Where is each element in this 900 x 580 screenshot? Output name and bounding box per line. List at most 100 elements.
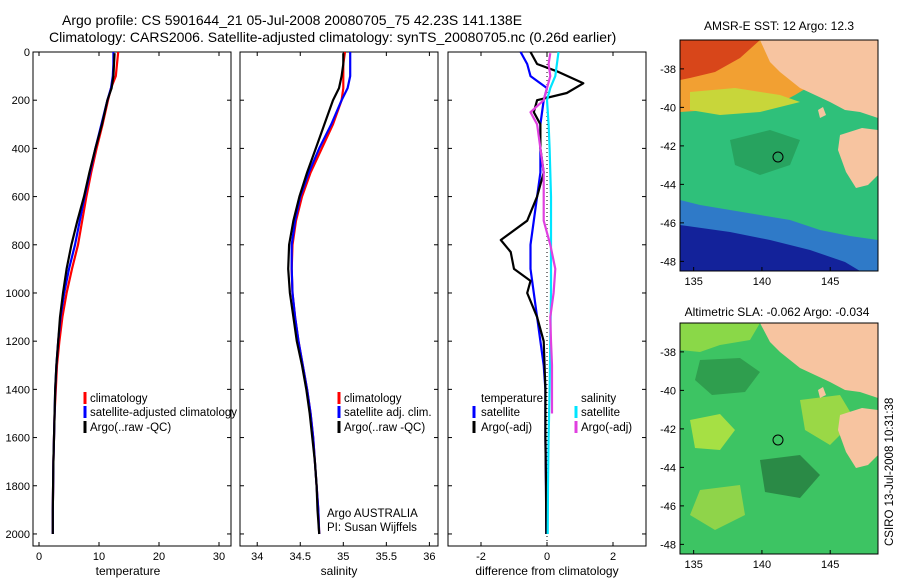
argo-program-label: Argo AUSTRALIA <box>327 508 418 520</box>
lat-tick-label: -40 <box>660 385 676 397</box>
sst-patch <box>730 130 800 175</box>
sst-x-axis: 135 140 145 <box>684 267 839 288</box>
y-tick-label: 200 <box>12 95 30 107</box>
series-line-climatology <box>290 51 347 535</box>
y-tick-label: 1000 <box>6 288 30 300</box>
difference-series <box>499 51 585 535</box>
x-tick-label: 2 <box>610 551 616 563</box>
lat-tick-label: -38 <box>660 347 676 359</box>
argo-float-marker <box>772 434 784 446</box>
lat-tick-label: -48 <box>660 539 676 551</box>
legend-label-temp-satellite: satellite <box>481 407 520 419</box>
legend-label-temp-argo: Argo(-adj) <box>481 422 532 434</box>
sst-transition-region <box>690 88 800 115</box>
lon-tick-label: 135 <box>684 276 702 288</box>
argo-float-marker <box>772 151 784 163</box>
king-island <box>818 387 826 398</box>
sla-map-frame <box>679 322 879 555</box>
x-tick-label: 0 <box>36 551 42 563</box>
y-tick-label: 600 <box>12 192 30 204</box>
lat-tick-label: -46 <box>660 501 676 513</box>
lon-tick-label: 140 <box>753 276 771 288</box>
salinity-x-label: salinity <box>321 564 358 578</box>
series-line-argo-raw-qc- <box>287 53 345 535</box>
legend-heading-salinity: salinity <box>581 393 616 405</box>
sla-anomaly-4 <box>760 455 820 498</box>
difference-y-ticks <box>448 51 646 535</box>
x-tick-label: 34.5 <box>290 551 311 563</box>
sst-cold-region <box>680 225 860 271</box>
temperature-x-axis: 0 10 20 30 <box>36 52 225 563</box>
lon-tick-label: 140 <box>753 559 771 571</box>
salinity-series <box>287 51 352 535</box>
series-line-satellite-adjusted-climatology <box>51 52 115 534</box>
x-tick-label: 35.5 <box>376 551 397 563</box>
lat-tick-label: -38 <box>660 64 676 76</box>
lon-tick-label: 135 <box>684 559 702 571</box>
legend-label-sal-satellite: satellite <box>581 407 620 419</box>
series-line-argo-adj--temperature <box>499 51 585 535</box>
legend-label-satellite-adj: satellite adj. clim. <box>344 407 432 419</box>
sst-map-frame <box>679 39 879 272</box>
timestamp-side-label: CSIRO 13-Jul-2008 10:31:38 <box>884 398 896 546</box>
salinity-profile-panel: 34 34.5 35 35.5 36 salinity climatology sate… <box>239 51 439 578</box>
sla-anomaly-1 <box>680 323 760 352</box>
figure-title-line-2: Climatology: CARS2006. Satellite-adjuste… <box>49 29 616 45</box>
series-line-satellite-adj-clim- <box>290 52 352 535</box>
king-island <box>818 107 826 118</box>
lat-tick-label: -42 <box>660 424 676 436</box>
x-tick-label: 10 <box>93 551 105 563</box>
sst-map-panel: AMSR-E SST: 12 Argo: 12.3 -38 -40 -42 -44 -4… <box>660 19 879 288</box>
series-line-satellite-temperature <box>519 51 549 535</box>
y-tick-label: 1200 <box>6 336 30 348</box>
temperature-series <box>51 51 120 534</box>
legend-label-argo: Argo(..raw -QC) <box>90 422 171 434</box>
temperature-y-axis: 0 200 400 600 800 1000 1200 1400 1600 1800 2000 <box>6 47 231 541</box>
x-tick-label: 0 <box>544 551 550 563</box>
y-tick-label: 1800 <box>6 481 30 493</box>
lat-tick-label: -44 <box>660 179 676 191</box>
legend-label-sal-argo: Argo(-adj) <box>581 422 632 434</box>
sst-y-axis: -38 -40 -42 -44 -46 -48 <box>660 64 684 268</box>
sla-field <box>680 323 878 554</box>
temperature-legend: climatology satellite-adjusted climatolo… <box>83 392 237 434</box>
lat-tick-label: -46 <box>660 218 676 230</box>
lat-tick-label: -42 <box>660 141 676 153</box>
x-tick-label: 35 <box>337 551 349 563</box>
y-tick-label: 400 <box>12 143 30 155</box>
series-line-satellite-salinity <box>545 51 560 535</box>
lon-tick-label: 145 <box>821 276 839 288</box>
y-tick-label: 1600 <box>6 433 30 445</box>
difference-legend: temperature satellite Argo(-adj) salinit… <box>472 393 632 434</box>
legend-label-argo: Argo(..raw -QC) <box>344 422 425 434</box>
lat-tick-label: -48 <box>660 256 676 268</box>
salinity-y-ticks <box>240 51 438 535</box>
legend-label-climatology: climatology <box>90 393 148 405</box>
difference-profile-panel: -2 0 2 difference from climatology tempera… <box>447 51 647 578</box>
difference-x-label: difference from climatology <box>475 564 618 578</box>
tasmania-island <box>838 408 878 468</box>
sla-y-axis: -38 -40 -42 -44 -46 -48 <box>660 347 684 551</box>
series-line-argo-raw-qc- <box>51 53 116 534</box>
legend-label-satellite-adjusted: satellite-adjusted climatology <box>90 407 237 419</box>
x-tick-label: -2 <box>476 551 486 563</box>
salinity-legend: climatology satellite adj. clim. Argo(..… <box>337 392 432 434</box>
legend-heading-temperature: temperature <box>481 393 543 405</box>
tasmania-island <box>838 128 878 188</box>
x-tick-label: 30 <box>213 551 225 563</box>
sla-anomaly-5 <box>690 485 745 530</box>
sst-map-title: AMSR-E SST: 12 Argo: 12.3 <box>704 19 854 33</box>
sst-hot-region <box>680 40 760 80</box>
y-tick-label: 1400 <box>6 384 30 396</box>
y-tick-label: 800 <box>12 240 30 252</box>
y-tick-label: 2000 <box>6 529 30 541</box>
difference-plot-frame <box>447 51 647 547</box>
lat-tick-label: -44 <box>660 462 676 474</box>
y-tick-label: 0 <box>24 47 30 59</box>
principal-investigator-label: PI: Susan Wijffels <box>327 522 417 534</box>
lat-tick-label: -40 <box>660 102 676 114</box>
x-tick-label: 36 <box>423 551 435 563</box>
sst-field <box>680 40 878 271</box>
x-tick-label: 34 <box>251 551 263 563</box>
